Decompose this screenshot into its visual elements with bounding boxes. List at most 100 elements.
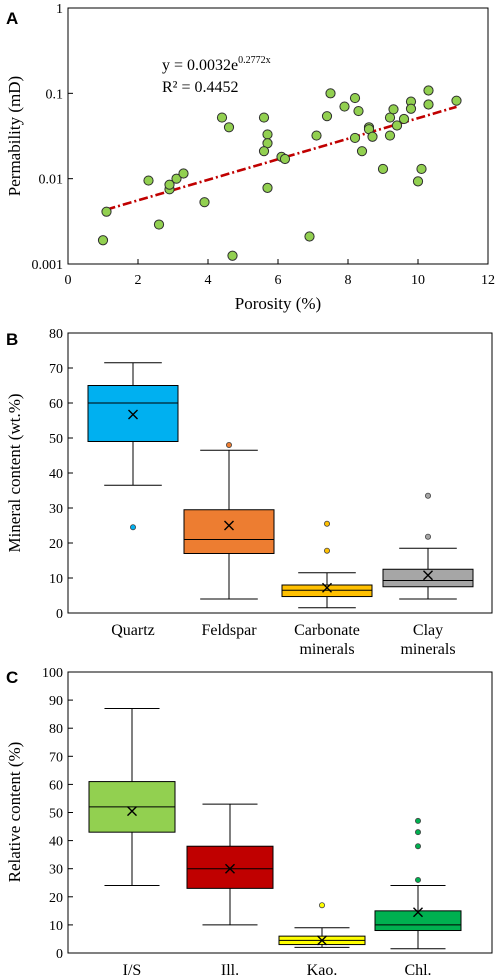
panel-b-y-axis: 0 10 20 30 40 50 60 70 80	[49, 327, 73, 622]
y-tick-label: 40	[49, 835, 63, 850]
y-tick-label: 0.01	[39, 173, 64, 188]
outlier-point	[323, 547, 330, 554]
mean-marker	[317, 935, 327, 946]
panel-c-label: C	[6, 668, 18, 687]
category-label: Ill.	[221, 962, 239, 975]
data-point	[171, 173, 182, 184]
data-point	[258, 146, 270, 157]
box-3	[278, 902, 366, 948]
outlier-point	[323, 520, 330, 527]
panel-c-y-axis: 0 10 20 30 40 50 60 70 80 90 100	[42, 666, 73, 962]
category-label: minerals	[400, 641, 455, 658]
box-3	[281, 520, 373, 609]
mean-marker	[423, 570, 433, 581]
x-tick-label: 8	[345, 273, 352, 288]
box-2	[186, 803, 274, 926]
mean-marker	[322, 582, 332, 593]
panel-a-x-axis: 0 2 4 6 8 10 12	[65, 259, 495, 288]
r-squared-label: R² = 0.4452	[162, 79, 239, 96]
category-label: Clay	[413, 622, 443, 639]
panel-c-x-axis: I/S Ill. Kao. Chl.	[123, 962, 432, 975]
box-1	[88, 708, 176, 887]
y-tick-label: 1	[56, 2, 63, 17]
category-label: minerals	[299, 641, 354, 658]
data-point	[178, 168, 189, 179]
y-tick-label: 80	[49, 722, 63, 737]
data-point	[153, 219, 165, 230]
mean-marker	[127, 806, 137, 817]
outlier-point	[424, 492, 431, 499]
y-tick-label: 20	[49, 537, 63, 552]
x-tick-label: 12	[481, 273, 495, 288]
y-tick-label: 80	[49, 327, 63, 342]
data-point	[279, 153, 291, 165]
panel-a-label: A	[6, 9, 18, 28]
box-4	[382, 492, 474, 600]
data-point	[101, 206, 112, 217]
outlier-point	[318, 902, 325, 909]
data-point	[405, 103, 417, 114]
trend-equation-exponent: 0.2772x	[238, 55, 271, 66]
outlier-point	[129, 524, 136, 531]
x-tick-label: 6	[275, 273, 282, 288]
panel-a: A 0.001 0.01 0.1 1 0 2 4 6 8 10 12 y = 0.0032e0.2…	[5, 2, 495, 313]
iqr-box	[87, 385, 179, 442]
panel-b-x-axis: Quartz Feldspar Carbonate minerals Clay miner…	[111, 622, 455, 658]
iqr-box	[281, 584, 373, 598]
y-tick-label: 70	[49, 750, 63, 765]
category-label: Quartz	[111, 622, 155, 639]
data-point	[97, 235, 109, 246]
outlier-point	[225, 441, 232, 448]
y-tick-label: 30	[49, 502, 63, 517]
panel-a-y-label: Permability (mD)	[5, 76, 24, 196]
panel-a-plot-frame	[67, 7, 489, 265]
y-tick-label: 0	[56, 947, 63, 962]
data-point	[367, 131, 378, 142]
x-tick-label: 2	[135, 273, 142, 288]
trend-equation: y = 0.0032e0.2772x	[162, 55, 271, 74]
y-tick-label: 50	[49, 432, 63, 447]
data-point	[384, 130, 396, 141]
box-2	[183, 441, 275, 600]
y-tick-label: 50	[49, 807, 63, 822]
data-point	[391, 120, 403, 131]
data-point	[353, 105, 364, 117]
data-point	[349, 132, 361, 144]
data-point	[216, 112, 228, 123]
data-point	[164, 179, 175, 190]
x-tick-label: 0	[65, 273, 72, 288]
iqr-box	[382, 568, 474, 588]
box-4	[374, 817, 462, 950]
trend-equation-main: y = 0.0032e	[162, 57, 238, 74]
outlier-point	[414, 843, 421, 850]
data-point	[423, 85, 434, 96]
y-tick-label: 60	[49, 397, 63, 412]
outlier-point	[414, 817, 421, 824]
panel-b-label: B	[6, 330, 18, 349]
y-tick-label: 40	[49, 467, 63, 482]
outlier-point	[424, 533, 431, 540]
panel-b: B 0 10 20 30 40 50 60 70 80 Quartz Feldspar Carbon…	[5, 327, 493, 658]
category-label: Feldspar	[201, 622, 257, 639]
y-tick-label: 20	[49, 891, 63, 906]
data-point	[223, 122, 235, 133]
iqr-box	[183, 509, 275, 554]
y-tick-label: 70	[49, 362, 63, 377]
category-label: Carbonate	[294, 622, 360, 639]
data-point	[304, 231, 315, 242]
data-point	[262, 182, 273, 193]
category-label: Kao.	[307, 962, 338, 975]
data-point	[325, 88, 336, 99]
data-point	[423, 99, 434, 110]
data-point	[349, 92, 361, 104]
x-tick-label: 10	[411, 273, 425, 288]
iqr-box	[374, 910, 462, 932]
panel-a-y-axis: 0.001 0.01 0.1 1	[32, 2, 73, 273]
mean-marker	[413, 907, 423, 918]
category-label: Chl.	[404, 962, 431, 975]
data-point	[227, 250, 238, 261]
panel-a-points	[97, 85, 462, 261]
data-point	[412, 176, 424, 187]
data-point	[199, 197, 210, 208]
